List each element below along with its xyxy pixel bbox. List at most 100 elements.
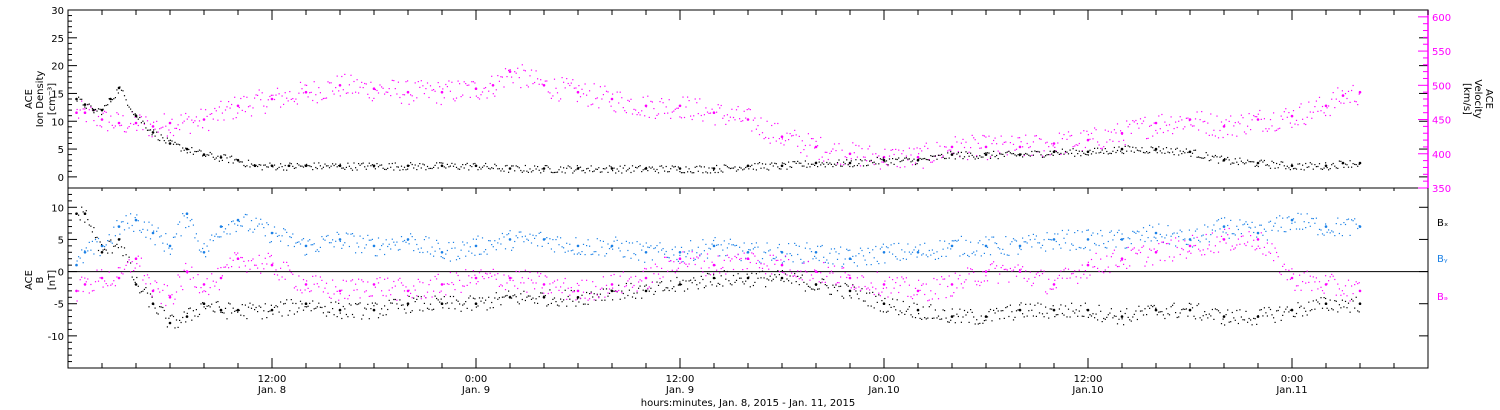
data-dot — [422, 163, 424, 165]
data-dot — [1002, 153, 1004, 155]
data-point — [1052, 308, 1056, 312]
data-dot — [377, 237, 380, 239]
data-dot — [492, 167, 494, 170]
data-dot — [875, 153, 877, 155]
data-dot — [1115, 151, 1117, 154]
data-point — [1188, 244, 1192, 248]
data-dot — [993, 261, 995, 263]
data-dot — [1344, 93, 1347, 95]
data-dot — [478, 98, 481, 100]
data-dot — [1155, 150, 1157, 152]
data-dot — [605, 253, 608, 255]
data-dot — [388, 88, 390, 90]
data-dot — [327, 165, 329, 167]
data-dot — [321, 306, 323, 309]
data-dot — [1159, 150, 1161, 152]
data-dot — [160, 127, 162, 129]
data-dot — [148, 306, 150, 308]
data-dot — [526, 238, 528, 240]
data-dot — [1194, 318, 1197, 320]
data-point — [75, 111, 78, 114]
data-dot — [1289, 228, 1291, 231]
data-dot — [896, 277, 898, 279]
data-dot — [1020, 141, 1022, 143]
data-dot — [1325, 275, 1327, 277]
data-dot — [514, 294, 516, 296]
data-point — [168, 321, 172, 325]
data-dot — [832, 284, 834, 286]
data-dot — [742, 281, 744, 283]
data-dot — [549, 238, 551, 240]
data-dot — [1092, 151, 1094, 153]
data-dot — [403, 290, 406, 292]
data-dot — [534, 302, 536, 304]
data-dot — [399, 248, 401, 251]
data-dot — [85, 247, 87, 249]
data-dot — [553, 251, 556, 253]
data-point — [1222, 125, 1226, 128]
data-dot — [650, 287, 652, 289]
data-dot — [1285, 168, 1287, 170]
data-dot — [1231, 245, 1233, 247]
data-dot — [316, 168, 318, 170]
data-dot — [1164, 237, 1166, 239]
data-dot — [1199, 157, 1201, 159]
data-dot — [434, 90, 436, 92]
data-dot — [263, 105, 265, 107]
data-dot — [1144, 265, 1146, 267]
data-dot — [177, 274, 179, 276]
data-dot — [1167, 313, 1169, 315]
data-dot — [680, 117, 683, 119]
data-dot — [165, 317, 167, 319]
data-dot — [1101, 321, 1103, 323]
data-dot — [362, 162, 364, 164]
data-dot — [812, 258, 814, 260]
data-dot — [1216, 236, 1218, 238]
data-dot — [530, 298, 533, 300]
data-dot — [739, 246, 741, 248]
data-dot — [445, 167, 447, 169]
data-dot — [1231, 311, 1233, 314]
bottom-ytick-label: 10 — [51, 203, 64, 214]
data-dot — [702, 172, 704, 174]
data-dot — [771, 280, 773, 282]
data-dot — [895, 148, 897, 150]
data-dot — [1271, 125, 1273, 127]
data-dot — [806, 271, 808, 273]
data-dot — [437, 82, 439, 84]
data-dot — [1009, 267, 1011, 270]
data-dot — [504, 165, 507, 167]
data-point — [100, 251, 104, 254]
data-dot — [1138, 127, 1140, 129]
data-dot — [414, 289, 416, 291]
data-dot — [365, 308, 367, 310]
data-dot — [296, 311, 298, 313]
data-dot — [367, 93, 369, 95]
data-dot — [592, 281, 594, 283]
data-dot — [1060, 152, 1062, 154]
data-dot — [1097, 267, 1099, 269]
data-dot — [595, 285, 597, 288]
data-dot — [1089, 149, 1091, 151]
top-ytick2-label: 450 — [1432, 116, 1451, 127]
data-point — [1290, 164, 1294, 168]
data-dot — [941, 276, 943, 278]
data-dot — [154, 280, 156, 282]
data-dot — [208, 129, 210, 132]
data-dot — [408, 165, 410, 167]
data-dot — [104, 280, 106, 282]
data-dot — [241, 161, 243, 163]
data-dot — [466, 162, 468, 164]
data-dot — [890, 306, 892, 308]
data-dot — [1061, 277, 1063, 279]
data-dot — [659, 101, 661, 103]
data-dot — [1291, 163, 1293, 165]
data-dot — [1133, 247, 1135, 249]
data-dot — [879, 248, 881, 250]
data-dot — [261, 318, 263, 320]
data-dot — [653, 293, 655, 295]
data-dot — [266, 317, 268, 319]
data-dot — [249, 302, 251, 304]
data-dot — [87, 278, 89, 280]
data-dot — [1266, 130, 1268, 132]
